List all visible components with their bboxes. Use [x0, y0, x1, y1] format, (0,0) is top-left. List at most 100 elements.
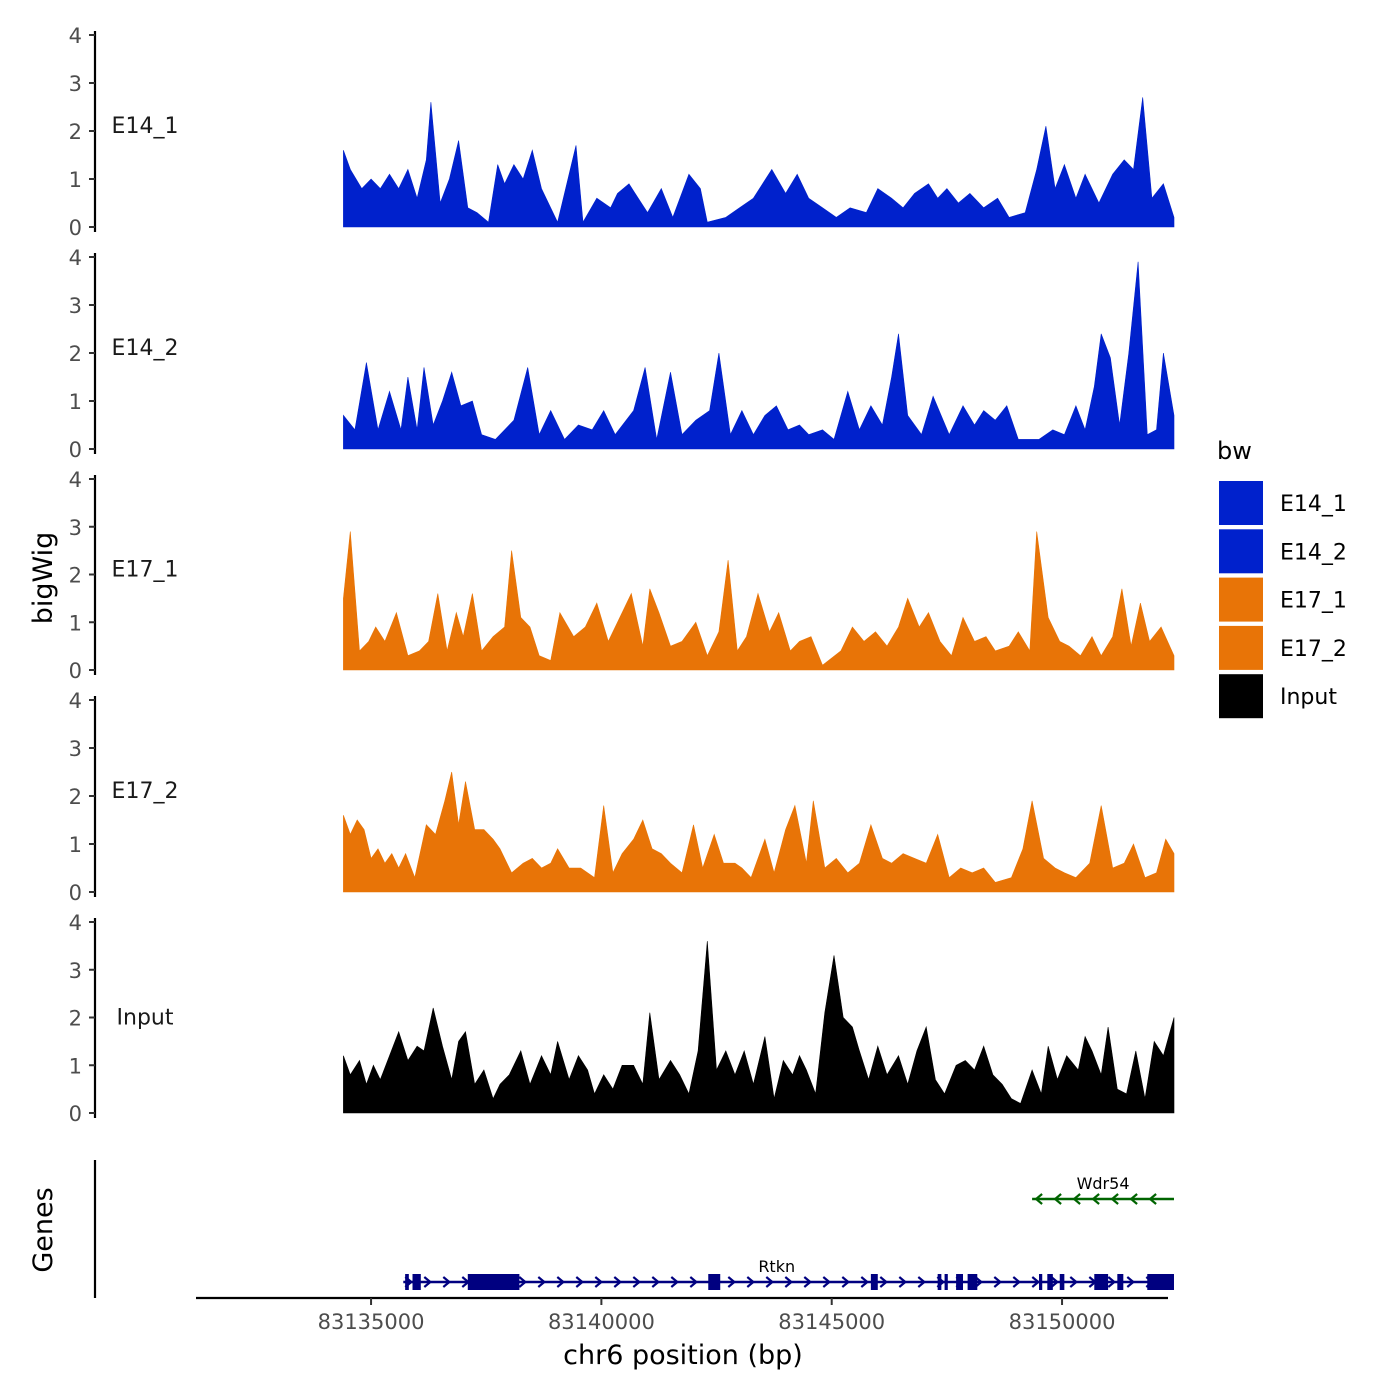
legend-swatch: [1219, 577, 1263, 622]
legend-item: E17_2: [1219, 625, 1347, 670]
strand-arrow: [727, 1276, 737, 1288]
strand-arrow: [1053, 1193, 1062, 1205]
strand-arrow: [1148, 1193, 1157, 1205]
signal-area: [343, 261, 1175, 450]
track-label: E14_2: [112, 336, 179, 361]
exon: [1059, 1274, 1065, 1290]
exon: [708, 1274, 721, 1290]
strand-arrow: [879, 1276, 889, 1288]
y-tick-label: 4: [69, 24, 82, 48]
track-input: 0 1 2 3 4 Input: [69, 911, 1175, 1126]
strand-arrow: [442, 1276, 452, 1288]
strand-arrow: [537, 1276, 547, 1288]
strand-arrow: [803, 1276, 813, 1288]
track-label: E14_1: [112, 114, 179, 139]
track-e14-1: 0 1 2 3 4 E14_1: [69, 24, 1175, 240]
y-tick-label: 1: [69, 611, 82, 635]
strand-arrow: [594, 1276, 604, 1288]
x-tick-label: 83145000: [778, 1310, 885, 1334]
track-e14-2: 0 1 2 3 4 E14_2: [69, 246, 1175, 462]
strand-arrow: [784, 1276, 794, 1288]
y-tick-label: 2: [69, 120, 82, 144]
legend-item: E17_1: [1219, 577, 1347, 622]
legend-label: E14_2: [1280, 540, 1347, 565]
exon: [1039, 1274, 1043, 1290]
y-axis-title: bigWig: [28, 532, 59, 625]
y-tick-label: 0: [69, 438, 82, 462]
strand-arrow: [1050, 1276, 1060, 1288]
gene-label: Wdr54: [1077, 1174, 1130, 1193]
legend-swatch: [1219, 674, 1263, 719]
exon: [1147, 1274, 1174, 1290]
genes-axis-title: Genes: [28, 1187, 59, 1272]
exon: [405, 1274, 409, 1290]
strand-arrow: [518, 1276, 528, 1288]
strand-arrow: [898, 1276, 908, 1288]
exon: [870, 1274, 878, 1290]
legend-label: E17_2: [1280, 637, 1347, 662]
y-tick-label: 4: [69, 468, 82, 492]
y-tick-label: 1: [69, 1054, 82, 1078]
exon: [944, 1274, 948, 1290]
exon: [412, 1274, 421, 1290]
legend-label: E17_1: [1280, 589, 1347, 614]
y-tick-label: 3: [69, 737, 82, 761]
strand-arrow: [1110, 1193, 1119, 1205]
legend-title: bw: [1217, 437, 1252, 465]
strand-arrow: [1129, 1193, 1138, 1205]
signal-area: [343, 531, 1175, 671]
legend-item: E14_2: [1219, 529, 1347, 574]
legend-item: Input: [1219, 674, 1337, 719]
y-tick-label: 2: [69, 785, 82, 809]
y-tick-label: 2: [69, 342, 82, 366]
strand-arrow: [917, 1276, 927, 1288]
strand-arrow: [575, 1276, 585, 1288]
strand-arrow: [689, 1276, 699, 1288]
strand-arrow: [1034, 1193, 1043, 1205]
strand-arrow: [423, 1276, 433, 1288]
signal-area: [343, 97, 1175, 228]
track-e17-2: 0 1 2 3 4 E17_2: [69, 689, 1175, 905]
strand-arrow: [841, 1276, 851, 1288]
legend-swatch: [1219, 481, 1263, 525]
y-tick-label: 4: [69, 911, 82, 935]
gene-rtkn: Rtkn: [403, 1257, 1174, 1290]
signal-area: [343, 771, 1175, 893]
exon: [1047, 1274, 1053, 1290]
y-tick-label: 0: [69, 881, 82, 905]
legend-label: E14_1: [1280, 492, 1347, 517]
strand-arrow: [974, 1276, 984, 1288]
gene-track: Wdr54 Rtkn: [93, 1160, 1174, 1298]
gene-label: Rtkn: [758, 1257, 795, 1276]
exon: [467, 1274, 520, 1290]
y-tick-label: 0: [69, 1102, 82, 1126]
y-tick-label: 3: [69, 959, 82, 983]
strand-arrow: [860, 1276, 870, 1288]
strand-arrow: [651, 1276, 661, 1288]
legend-swatch: [1219, 625, 1263, 670]
track-label: Input: [117, 1006, 174, 1031]
y-tick-label: 0: [69, 659, 82, 683]
y-tick-label: 1: [69, 390, 82, 414]
strand-arrow: [1091, 1193, 1100, 1205]
strand-arrow: [1031, 1276, 1041, 1288]
strand-arrow: [746, 1276, 756, 1288]
y-tick-label: 4: [69, 246, 82, 270]
signal-tracks: 0 1 2 3 4 E14_1 0 1 2 3 4 E14_2 0 1 2 3 4 E17_1 0 1 2 3 4 E17_2…: [69, 24, 1175, 1126]
strand-arrow: [670, 1276, 680, 1288]
x-tick-label: 83135000: [318, 1310, 425, 1334]
x-tick-label: 83150000: [1009, 1310, 1116, 1334]
y-tick-label: 3: [69, 294, 82, 318]
exon: [956, 1274, 964, 1290]
legend-item: E14_1: [1219, 481, 1347, 525]
y-tick-label: 0: [69, 216, 82, 240]
x-axis: 83135000 83140000 83145000 83150000: [196, 1296, 1168, 1334]
exon: [1094, 1274, 1109, 1290]
strand-arrow: [556, 1276, 566, 1288]
strand-arrow: [822, 1276, 832, 1288]
strand-arrow: [993, 1276, 1003, 1288]
y-tick-label: 4: [69, 689, 82, 713]
y-tick-label: 1: [69, 168, 82, 192]
x-axis-title: chr6 position (bp): [563, 1340, 803, 1371]
